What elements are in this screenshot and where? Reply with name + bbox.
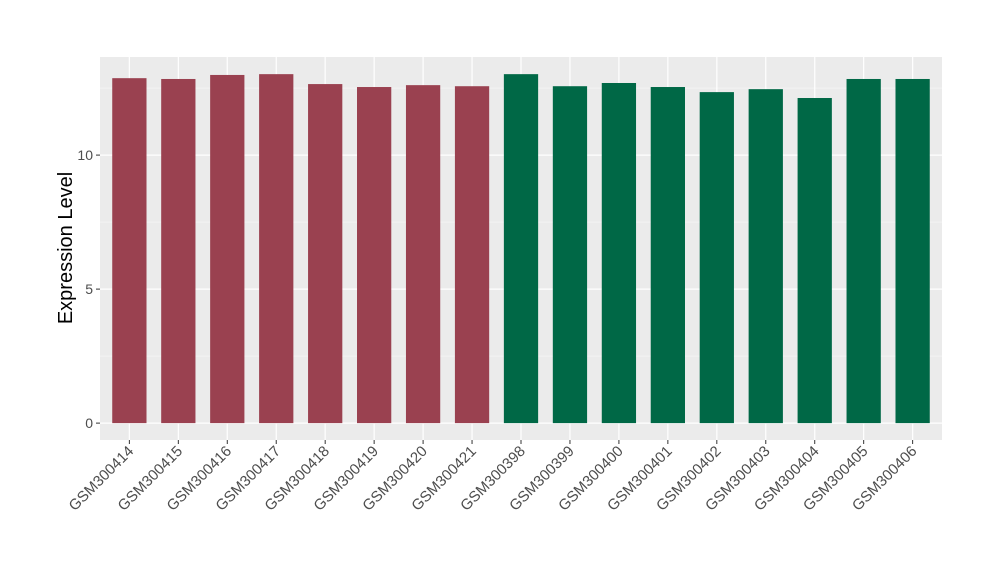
bar-GSM300400 — [601, 82, 637, 424]
bar-GSM300418 — [308, 84, 343, 424]
bar-GSM300402 — [699, 92, 734, 424]
bar-GSM300415 — [161, 78, 196, 424]
bar-GSM300399 — [552, 86, 588, 424]
bar-GSM300414 — [112, 78, 147, 424]
y-tick-label: 0 — [85, 415, 93, 431]
bar-GSM300404 — [797, 98, 832, 424]
y-tick-label: 10 — [77, 147, 93, 163]
y-axis-label: Expression Level — [55, 172, 77, 324]
bar-GSM300405 — [846, 78, 881, 424]
bar-GSM300417 — [259, 74, 294, 424]
bar-GSM300403 — [748, 89, 783, 424]
y-tick-label: 5 — [85, 281, 93, 297]
bar-GSM300419 — [357, 87, 392, 424]
bar-GSM300406 — [895, 78, 930, 424]
bar-GSM300420 — [405, 85, 441, 424]
bar-GSM300421 — [454, 86, 490, 424]
bar-GSM300416 — [210, 74, 245, 424]
bar-GSM300401 — [650, 87, 685, 424]
bar-GSM300398 — [503, 74, 539, 424]
